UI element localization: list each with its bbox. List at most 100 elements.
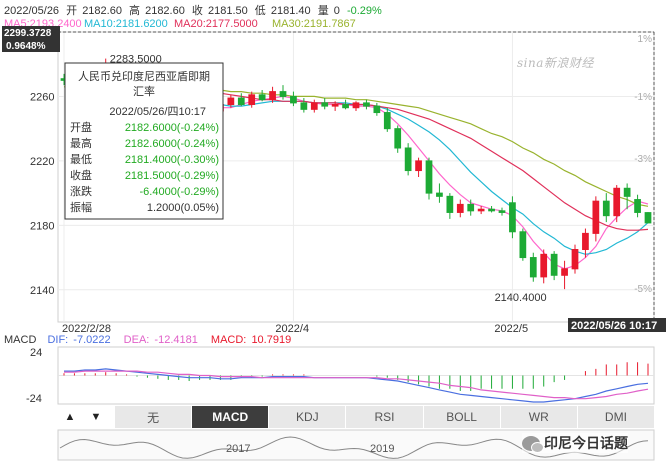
y-tick-label: 2180 xyxy=(30,220,54,232)
candle xyxy=(498,207,506,216)
candle xyxy=(352,101,360,111)
arrow-down-icon[interactable]: ▼ xyxy=(90,411,102,423)
tooltip-row-label: 开盘 xyxy=(70,120,92,134)
tab-macd[interactable]: MACD xyxy=(191,406,269,428)
macd-hist-value: 10.7919 xyxy=(251,334,291,346)
min-price-label: 2140.4000 xyxy=(495,292,547,304)
crosshair-date: 2022/05/26 10:17 xyxy=(571,320,657,332)
candle xyxy=(446,193,454,219)
tooltip-row-label: 涨跌 xyxy=(70,184,92,198)
pct-right-axis: 1% -1% -3% -5% xyxy=(634,34,652,295)
macd-legend: MACD DIF: -7.0222 DEA: -12.4181 MACD: 10… xyxy=(4,334,291,346)
pct-tick-label: 1% xyxy=(638,34,653,45)
candle xyxy=(477,206,485,215)
macd-dea-label: DEA: xyxy=(124,334,150,346)
header-close-label: 收 xyxy=(192,3,203,17)
tooltip-row-label: 收盘 xyxy=(70,168,92,182)
tooltip-title-line1: 人民币兑印度尼西亚盾即期 xyxy=(78,69,210,83)
header-open-label: 开 xyxy=(66,5,77,17)
header-low-label: 低 xyxy=(255,4,266,17)
y-tick-label: 2140 xyxy=(30,285,54,297)
tab-kdj[interactable]: KDJ xyxy=(268,406,346,428)
macd-axis-bottom: -24 xyxy=(26,393,42,405)
wechat-watermark: 印尼今日话题 xyxy=(522,433,628,453)
tooltip-title-line2: 汇率 xyxy=(133,84,155,98)
candle xyxy=(331,101,339,111)
macd-axis-top: 24 xyxy=(30,347,42,359)
tooltip-row-value: 1.2000(0.05%) xyxy=(147,202,219,214)
tooltip-row-label: 振幅 xyxy=(70,200,92,214)
tab-arrows: ▲ ▼ xyxy=(58,406,114,428)
candle xyxy=(561,260,568,290)
tooltip-row-value: 2182.6000(-0.24%) xyxy=(125,138,219,150)
candle xyxy=(248,91,256,108)
tooltip-row-label: 最低 xyxy=(70,153,92,166)
y-tick-label: 2260 xyxy=(30,91,54,103)
candle xyxy=(456,199,464,218)
candle xyxy=(279,85,287,100)
header-open: 2182.60 xyxy=(82,5,122,17)
candle xyxy=(321,98,329,110)
candle xyxy=(436,183,443,203)
candle xyxy=(634,194,641,218)
candle xyxy=(227,94,235,108)
x-tick-label: 2022/4 xyxy=(275,323,309,335)
tooltip-row-value: 2182.6000(-0.24%) xyxy=(125,122,219,134)
candle xyxy=(373,102,381,116)
x-tick-label: 2022/2/28 xyxy=(62,323,111,335)
candle xyxy=(488,206,495,213)
arrow-up-icon[interactable]: ▲ xyxy=(64,411,76,423)
candle xyxy=(310,99,318,113)
wechat-label: 印尼今日话题 xyxy=(544,435,628,451)
tab-rsi[interactable]: RSI xyxy=(345,406,423,428)
tooltip-row-value: 2181.4000(-0.30%) xyxy=(125,154,219,166)
date-x-axis: 2022/2/28 2022/4 2022/5 xyxy=(62,323,528,335)
candle xyxy=(509,196,516,239)
header-change: -0.29% xyxy=(347,5,382,17)
candle xyxy=(237,93,245,107)
y-tick-label: 2220 xyxy=(30,156,54,168)
candle xyxy=(592,196,600,242)
tab-none[interactable]: 无 xyxy=(114,406,192,428)
candle xyxy=(613,185,621,223)
header-high-label: 高 xyxy=(129,3,140,17)
macd-lines xyxy=(64,368,649,403)
candle xyxy=(258,90,266,102)
candle xyxy=(550,251,558,281)
pct-tick-label: -3% xyxy=(634,154,652,165)
candle xyxy=(425,157,433,200)
macd-legend-title: MACD xyxy=(4,334,36,346)
macd-dif-label: DIF: xyxy=(47,334,68,346)
candle xyxy=(582,228,589,258)
candle xyxy=(644,212,652,224)
candle xyxy=(342,99,349,110)
ma-legend-ma20: MA20:2177.5000 xyxy=(174,18,258,30)
tab-wr[interactable]: WR xyxy=(499,406,577,428)
macd-dif-value: -7.0222 xyxy=(73,334,110,346)
header-info: 2022/05/26 开 2182.60 高 2182.60 收 2181.50… xyxy=(4,3,382,17)
candle xyxy=(623,183,631,210)
header-date: 2022/05/26 xyxy=(4,5,59,17)
crosshair-pct-box xyxy=(2,39,60,52)
candle xyxy=(571,244,579,274)
macd-histogram xyxy=(63,362,649,391)
crosshair-date-box xyxy=(568,318,666,332)
tab-dmi[interactable]: DMI xyxy=(576,406,654,428)
tooltip-row-label: 最高 xyxy=(70,136,92,150)
header-low: 2181.40 xyxy=(271,5,311,17)
overview-year-2017: 2017 xyxy=(226,443,250,455)
candle xyxy=(467,199,475,216)
candle xyxy=(415,157,422,177)
ma-legend-ma30: MA30:2191.7867 xyxy=(272,18,356,30)
tab-boll[interactable]: BOLL xyxy=(422,406,500,428)
candle xyxy=(519,228,527,261)
tooltip-datetime: 2022/05/26/四10:17 xyxy=(109,106,206,118)
indicator-tabs: ▲ ▼ 无 MACD KDJ RSI BOLL WR DMI xyxy=(58,406,654,428)
macd-hist-label: MACD: xyxy=(211,334,246,346)
price-y-axis: 2140 2180 2220 2260 xyxy=(30,91,54,296)
macd-dea-line xyxy=(64,370,649,400)
candle xyxy=(290,91,297,107)
candle xyxy=(300,98,308,113)
ohlc-tooltip: 人民币兑印度尼西亚盾即期 汇率 2022/05/26/四10:17 开盘 2182… xyxy=(64,62,224,220)
overview-year-2019: 2019 xyxy=(370,443,394,455)
